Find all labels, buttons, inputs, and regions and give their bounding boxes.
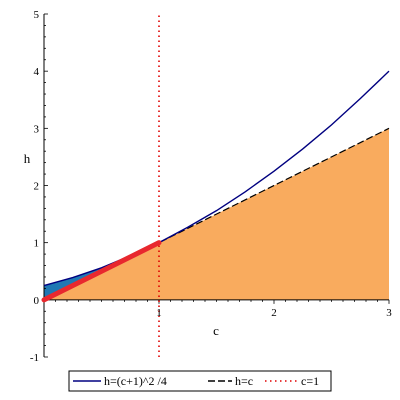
y-tick-label: 5 bbox=[34, 9, 40, 21]
series-curve bbox=[43, 70, 390, 287]
y-tick-label: 1 bbox=[34, 238, 40, 250]
highlight-segment bbox=[41, 240, 162, 303]
x-tick-label: 3 bbox=[386, 307, 392, 319]
y-axis-title: h bbox=[24, 151, 31, 166]
legend-label-line: h=c bbox=[235, 374, 253, 388]
tick-labels: -1 0 1 2 3 4 5 1 2 3 bbox=[30, 9, 392, 364]
x-tick-label: 2 bbox=[271, 307, 277, 319]
y-tick-label: 0 bbox=[34, 295, 40, 307]
legend: h=(c+1)^2 /4 h=c c=1 bbox=[68, 370, 332, 392]
series-layer bbox=[41, 14, 390, 357]
y-tick-label: -1 bbox=[30, 352, 39, 364]
legend-label-curve: h=(c+1)^2 /4 bbox=[104, 374, 167, 388]
x-axis-title: c bbox=[213, 323, 219, 338]
legend-box bbox=[68, 370, 332, 392]
y-tick-label: 4 bbox=[34, 66, 40, 78]
y-tick-label: 3 bbox=[34, 123, 40, 135]
y-tick-label: 2 bbox=[34, 181, 40, 193]
x-tick-label: 1 bbox=[156, 307, 162, 319]
legend-label-vertical: c=1 bbox=[301, 374, 319, 388]
